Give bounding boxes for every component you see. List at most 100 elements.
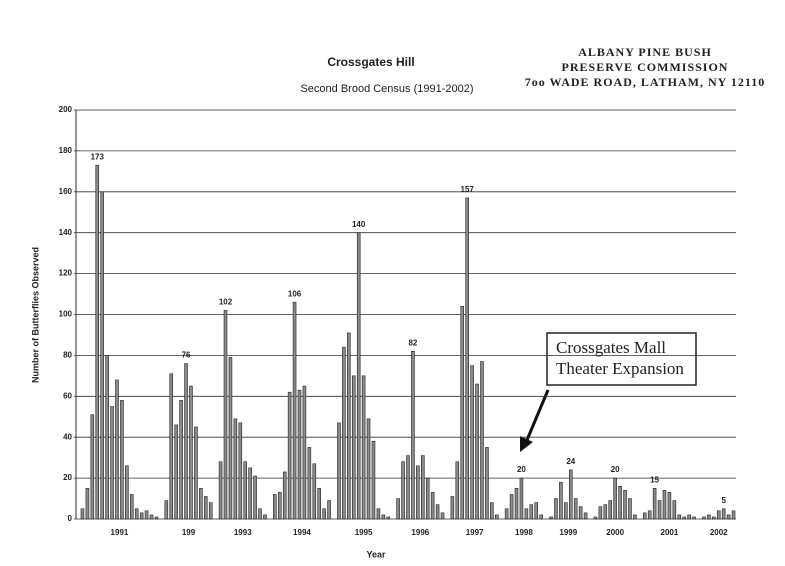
y-tick-label: 60 [63,391,72,400]
bar [450,496,455,520]
bar [583,512,588,520]
bar [628,498,632,520]
bar [470,365,474,520]
data-label: 24 [566,457,575,466]
bar [485,447,489,520]
annotation-text: Crossgates Mall [556,338,666,357]
bar [366,418,371,520]
bar [490,502,494,520]
bar [90,414,95,520]
bar [529,504,534,520]
bar [608,500,613,520]
data-label: 76 [182,351,191,360]
bar [524,508,529,520]
bar [95,164,100,520]
bar [460,306,465,520]
bar [421,455,425,520]
bar [327,500,331,520]
bar [554,498,558,520]
bar [425,477,430,520]
x-tick-label: 1993 [234,528,252,537]
x-tick-label: 1994 [293,528,311,537]
bar [376,508,381,520]
data-label: 15 [650,475,659,484]
bar [292,301,297,520]
bar [347,332,351,520]
bar [702,516,706,520]
bar [657,500,662,520]
bar [381,514,386,520]
bar [120,400,124,520]
bar [519,477,524,520]
bar [731,510,736,520]
bar [682,516,686,520]
bar [80,508,85,520]
bar [194,426,198,520]
bar [277,492,282,520]
annotation-arrow [525,389,550,441]
bar [317,488,321,520]
bar [401,461,405,520]
bar [139,512,144,520]
data-label: 82 [408,338,417,347]
bar [613,477,617,520]
bar [218,461,223,520]
bar [455,461,460,520]
bar [677,514,682,520]
data-label: 173 [91,152,105,161]
bar [164,500,169,520]
annotation-box [546,332,697,386]
y-tick-label: 100 [59,310,73,319]
annotation-text: Theater Expansion [556,359,684,378]
bar [85,488,90,520]
y-tick-label: 180 [59,146,73,155]
x-tick-label: 1999 [559,528,577,537]
bar [130,494,134,520]
data-label: 102 [219,298,233,307]
bar [396,498,400,520]
data-label: 20 [517,465,526,474]
bar [154,516,159,520]
x-tick-label: 1997 [466,528,484,537]
x-tick-label: 199 [182,528,196,537]
bar [238,422,243,520]
bar [179,400,183,520]
bar [287,391,292,520]
x-tick-label: 1995 [355,528,373,537]
bar [603,504,608,520]
y-tick-label: 120 [59,269,73,278]
bar [534,502,539,520]
y-tick-label: 80 [63,351,72,360]
bar [258,508,262,520]
bar [342,346,346,520]
bar [716,510,721,520]
bar [652,488,657,520]
letterhead-line: 7oo WADE ROAD, LATHAM, NY 12110 [525,75,765,89]
bar [721,508,726,520]
bar [672,500,677,520]
bar [578,506,583,520]
bar [356,232,361,520]
bar [564,502,568,520]
bar [509,494,514,520]
bar [282,471,287,520]
x-tick-label: 1996 [411,528,429,537]
bar [337,422,341,520]
bar [169,373,174,520]
bar [174,424,178,520]
y-tick-label: 20 [63,473,72,482]
bar [386,516,391,520]
bar [149,514,154,520]
bar [667,492,672,520]
bar [647,510,652,520]
bar [223,310,228,520]
bar [273,494,277,520]
bar [125,465,129,520]
bar [480,361,484,520]
bar [110,406,114,520]
bar [726,514,731,520]
bar [568,469,573,520]
y-tick-label: 200 [59,105,73,114]
bar [440,512,445,520]
